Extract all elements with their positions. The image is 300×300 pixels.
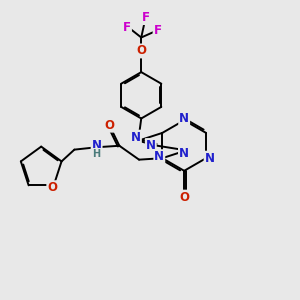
Text: N: N — [146, 139, 156, 152]
Text: O: O — [47, 181, 57, 194]
Text: O: O — [136, 44, 146, 58]
Text: N: N — [154, 150, 164, 163]
Text: N: N — [92, 139, 102, 152]
Text: N: N — [179, 147, 189, 160]
Text: O: O — [104, 119, 114, 132]
Text: N: N — [131, 131, 141, 144]
Text: F: F — [123, 21, 131, 34]
Text: F: F — [154, 24, 162, 37]
Text: F: F — [142, 11, 150, 24]
Text: H: H — [93, 149, 101, 159]
Text: O: O — [180, 190, 190, 204]
Text: N: N — [205, 152, 214, 165]
Text: N: N — [179, 112, 189, 125]
